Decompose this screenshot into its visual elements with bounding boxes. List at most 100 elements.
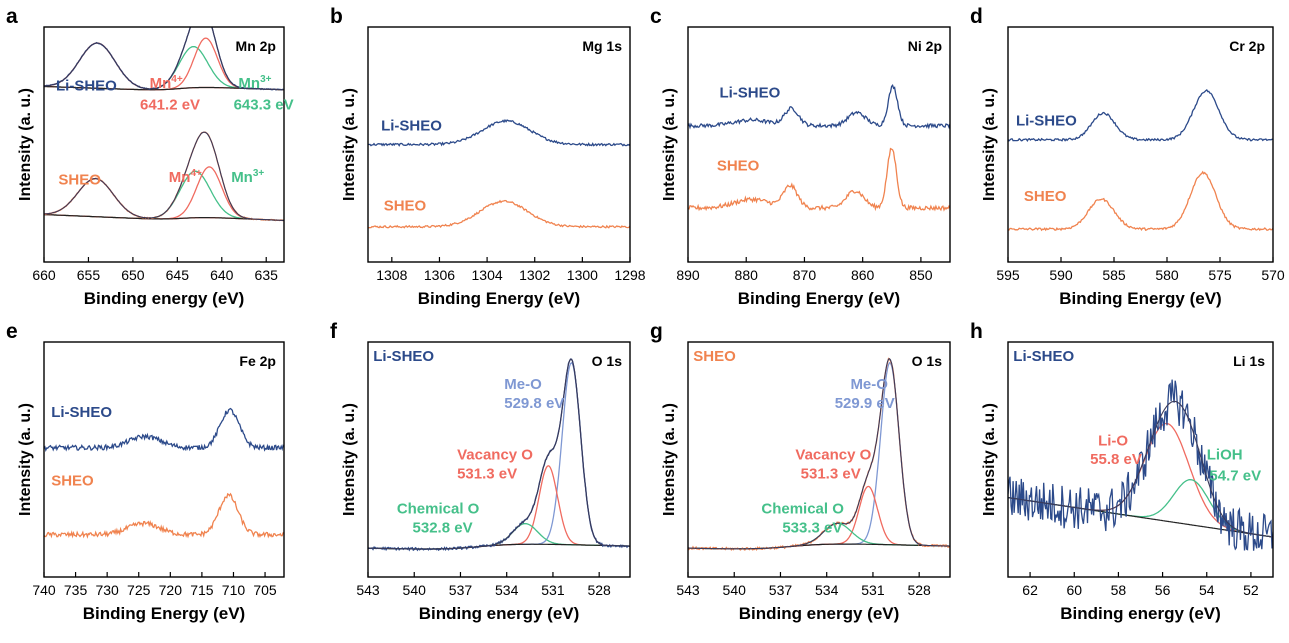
panel-label-g: g: [650, 320, 663, 343]
annotation-f-6: 532.8 eV: [413, 519, 473, 536]
panel-label-c: c: [650, 5, 662, 28]
x-tick-label-b-5: 1298: [614, 267, 645, 283]
panel-h: 62 60 58 56 54 52 Binding energy (eV) Intensity…: [970, 320, 1274, 623]
x-tick-label-b-1: 1306: [424, 267, 455, 283]
annotation-h-3: LiOH: [1207, 447, 1243, 464]
x-tick-label-d-2: 585: [1102, 267, 1126, 283]
annotation-f-5: Chemical O: [397, 501, 480, 518]
panel-a: 660 655 650 645 640 635 Binding energy (eV) Int…: [6, 5, 294, 308]
y-axis-label-f: Intensity (a. u.): [341, 403, 358, 516]
x-tick-label-d-0: 595: [996, 267, 1020, 283]
annotation-a-3: Mn3+: [238, 74, 271, 92]
y-axis-label-d: Intensity (a. u.): [981, 88, 998, 201]
x-tick-label-h-5: 52: [1243, 582, 1259, 598]
element-label-f: O 1s: [592, 353, 623, 369]
plot-area-b: [368, 118, 630, 229]
element-label-h: Li 1s: [1233, 353, 1265, 369]
annotation-h-0: Li-SHEO: [1013, 348, 1074, 365]
y-axis-label-b: Intensity (a. u.): [341, 88, 358, 201]
annotation-a-0: Li-SHEO: [56, 77, 117, 94]
annotation-d-0: Li-SHEO: [1016, 113, 1077, 130]
x-tick-label-a-3: 645: [166, 267, 190, 283]
x-tick-label-c-4: 850: [909, 267, 933, 283]
annotation-g-5: Chemical O: [761, 501, 844, 518]
y-axis-label-g: Intensity (a. u.): [661, 403, 678, 516]
x-tick-label-f-1: 540: [403, 582, 427, 598]
axes-frame-a: [43, 26, 285, 263]
x-axis-label-h: Binding energy (eV): [1060, 604, 1221, 623]
annotation-f-3: Vacancy O: [457, 447, 533, 464]
x-axis-label-d: Binding Energy (eV): [1059, 289, 1221, 308]
x-tick-label-a-2: 650: [121, 267, 145, 283]
annotation-a-2: 641.2 eV: [140, 96, 200, 113]
x-tick-label-b-0: 1308: [376, 267, 407, 283]
x-axis-label-a: Binding energy (eV): [84, 289, 245, 308]
annotation-b-1: SHEO: [384, 197, 427, 214]
panel-label-d: d: [970, 5, 983, 28]
x-tick-label-e-1: 735: [64, 582, 88, 598]
plot-area-d: [1008, 88, 1273, 232]
x-tick-label-a-0: 660: [32, 267, 56, 283]
x-tick-label-h-4: 54: [1199, 582, 1215, 598]
fit-component-g-0-1: [688, 485, 950, 550]
axes-frame-d: [1007, 26, 1274, 263]
plot-area-c: [688, 84, 950, 212]
panel-label-e: e: [6, 320, 18, 343]
series-line-e-1: [44, 492, 284, 539]
x-axis-label-c: Binding Energy (eV): [738, 289, 900, 308]
x-tick-label-h-2: 58: [1111, 582, 1127, 598]
panel-g: 543 540 537 534 531 528 Binding energy (eV) Int…: [650, 320, 951, 623]
fit-envelope-g-0: [688, 357, 950, 550]
panel-label-f: f: [330, 320, 338, 343]
x-tick-label-b-3: 1302: [519, 267, 550, 283]
annotation-g-0: SHEO: [693, 348, 736, 365]
plot-area-e: [44, 407, 284, 539]
series-line-d-0: [1008, 88, 1273, 143]
plot-area-h: [1008, 379, 1273, 551]
x-tick-label-e-2: 730: [95, 582, 119, 598]
panel-d: 595 590 585 580 575 570 Binding Energy (eV) Int…: [970, 5, 1285, 308]
panel-f: 543 540 537 534 531 528 Binding energy (eV) Int…: [330, 320, 631, 623]
fit-envelope-a-0: [44, 27, 284, 91]
axes-frame-e: [43, 341, 285, 578]
fit-envelope-a-1: [44, 131, 284, 222]
annotation-g-4: 531.3 eV: [801, 465, 861, 482]
series-line-c-0: [688, 84, 950, 130]
fit-envelope-f-0: [368, 358, 630, 550]
plot-area-f: [368, 358, 630, 552]
y-axis-label-h: Intensity (a. u.): [981, 403, 998, 516]
annotation-h-1: Li-O: [1098, 432, 1128, 449]
x-axis-label-f: Binding energy (eV): [419, 604, 580, 623]
x-tick-label-e-4: 720: [159, 582, 183, 598]
x-tick-label-c-3: 860: [851, 267, 875, 283]
annotation-a-5: SHEO: [58, 171, 101, 188]
y-axis-label-a: Intensity (a. u.): [17, 88, 34, 201]
x-tick-label-f-5: 528: [587, 582, 611, 598]
element-label-c: Ni 2p: [908, 38, 942, 54]
x-tick-label-e-6: 710: [222, 582, 246, 598]
fit-baseline-a-1: [44, 213, 284, 222]
x-tick-label-e-0: 740: [32, 582, 56, 598]
panel-b: 1308 1306 1304 1302 1300 1298 Binding Energy (…: [330, 5, 646, 308]
x-tick-label-e-5: 715: [190, 582, 214, 598]
element-label-b: Mg 1s: [582, 38, 622, 54]
series-line-d-1: [1008, 170, 1273, 232]
x-tick-label-g-0: 543: [676, 582, 700, 598]
plot-area-a: [44, 27, 284, 222]
annotation-h-2: 55.8 eV: [1090, 451, 1142, 468]
annotation-f-0: Li-SHEO: [373, 348, 434, 365]
x-tick-label-d-4: 575: [1208, 267, 1232, 283]
series-line-b-1: [368, 199, 630, 229]
y-axis-label-e: Intensity (a. u.): [17, 403, 34, 516]
x-tick-label-d-1: 590: [1049, 267, 1073, 283]
x-tick-label-e-7: 705: [253, 582, 277, 598]
annotation-g-1: Me-O: [850, 376, 888, 393]
x-tick-label-c-2: 870: [793, 267, 817, 283]
annotation-c-1: SHEO: [717, 157, 760, 174]
plot-area-g: [688, 357, 950, 552]
x-tick-label-e-3: 725: [127, 582, 151, 598]
fit-envelope-h-0: [1008, 400, 1273, 538]
x-tick-label-b-2: 1304: [472, 267, 503, 283]
annotation-h-4: 54.7 eV: [1209, 468, 1261, 485]
